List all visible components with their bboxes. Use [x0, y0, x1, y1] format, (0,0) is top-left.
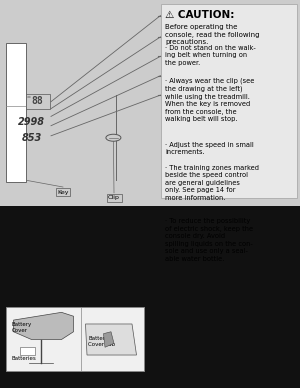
Text: · To reduce the possibility
of electric shock, keep the
console dry. Avoid
spill: · To reduce the possibility of electric …	[165, 218, 253, 262]
Polygon shape	[85, 324, 136, 355]
FancyBboxPatch shape	[160, 4, 297, 198]
Text: Batteries: Batteries	[12, 357, 37, 361]
Text: ⚠ CAUTION:: ⚠ CAUTION:	[165, 10, 234, 20]
Bar	[26, 94, 50, 109]
Bar	[20, 347, 34, 355]
Text: 2998: 2998	[18, 117, 45, 127]
Polygon shape	[103, 332, 114, 347]
Text: Battery
Cover: Battery Cover	[12, 322, 32, 333]
Text: · The training zones marked
beside the speed control
are general guidelines
only: · The training zones marked beside the s…	[165, 165, 259, 201]
Text: Before operating the
console, read the following
precautions.: Before operating the console, read the f…	[165, 24, 260, 45]
Text: · Adjust the speed in small
increments.: · Adjust the speed in small increments.	[165, 142, 254, 155]
Text: · Always wear the clip (see
the drawing at the left)
while using the treadmill.
: · Always wear the clip (see the drawing …	[165, 78, 254, 123]
Text: Clip: Clip	[108, 196, 120, 200]
Text: xx: xx	[27, 95, 32, 99]
Text: 853: 853	[21, 133, 42, 143]
Polygon shape	[14, 312, 74, 340]
Ellipse shape	[106, 134, 121, 141]
Text: Key: Key	[57, 190, 69, 194]
Bar	[6, 43, 26, 182]
Bar	[0, 0, 300, 206]
Text: · Do not stand on the walk-
ing belt when turning on
the power.: · Do not stand on the walk- ing belt whe…	[165, 45, 256, 66]
Text: 88: 88	[32, 96, 44, 106]
Bar	[6, 307, 144, 371]
Text: Battery
Cover Tab: Battery Cover Tab	[88, 336, 116, 347]
